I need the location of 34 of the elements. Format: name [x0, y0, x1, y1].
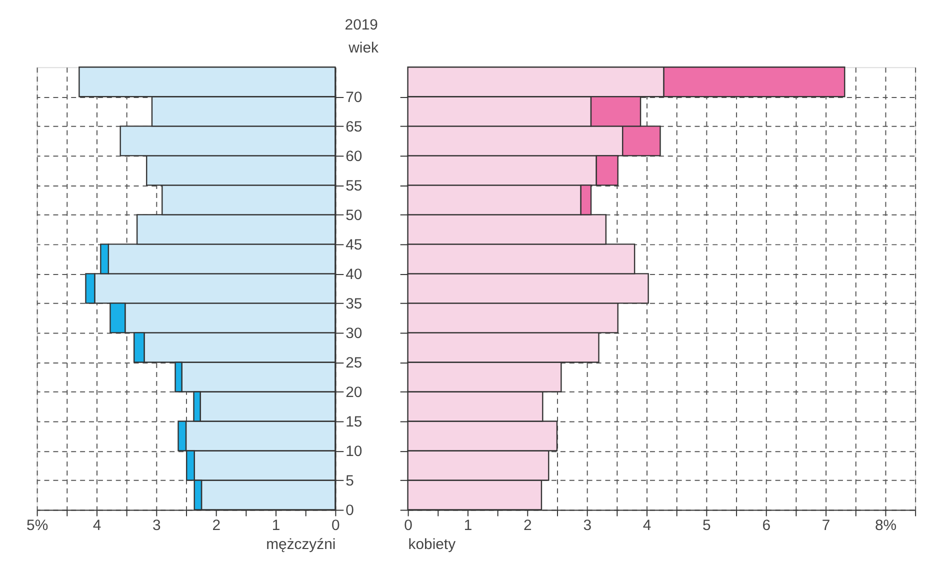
x-tick-label: 5: [702, 518, 711, 534]
y-tick-label: 50: [346, 208, 362, 224]
x-tick-label: 5%: [26, 518, 48, 534]
x-tick-label: 8%: [874, 518, 896, 534]
y-tick-label: 10: [346, 444, 362, 460]
chart-title: 2019: [344, 17, 378, 34]
x-axis-title: mężczyźni: [266, 537, 336, 554]
x-tick-label: 7: [822, 518, 830, 534]
y-tick-label: 35: [346, 296, 362, 313]
x-tick-label: 4: [642, 518, 652, 534]
x-axis-title: kobiety: [408, 537, 456, 554]
x-tick-label: 0: [404, 518, 412, 534]
y-tick-label: 60: [346, 149, 362, 166]
x-tick-label: 1: [464, 518, 472, 534]
x-tick-label: 3: [152, 518, 161, 534]
x-tick-label: 6: [762, 518, 771, 534]
y-tick-label: 25: [346, 356, 362, 372]
y-tick-label: 20: [346, 385, 362, 402]
x-tick-label: 4: [92, 518, 102, 534]
x-tick-label: 2: [524, 518, 532, 534]
x-tick-label: 0: [332, 518, 340, 534]
y-tick-label: 5: [346, 474, 354, 490]
y-tick-label: 0: [346, 503, 354, 520]
y-tick-label: 15: [346, 414, 362, 431]
x-tick-label: 2: [212, 518, 220, 534]
y-tick-label: 40: [346, 267, 362, 284]
x-tick-label: 3: [583, 518, 592, 534]
y-tick-label: 45: [346, 238, 362, 254]
y-tick-label: 30: [346, 326, 362, 342]
x-tick-label: 1: [272, 518, 280, 534]
y-tick-label: 70: [346, 90, 362, 106]
y-axis-title: wiek: [348, 40, 379, 57]
y-tick-label: 65: [346, 120, 362, 136]
y-tick-label: 55: [346, 178, 362, 195]
